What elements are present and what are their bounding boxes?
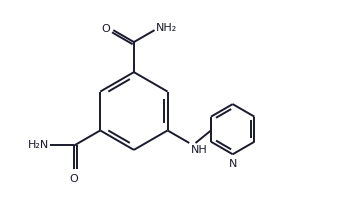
Text: NH₂: NH₂ [156, 23, 177, 33]
Text: O: O [70, 174, 78, 184]
Text: O: O [101, 24, 110, 34]
Text: N: N [228, 159, 237, 169]
Text: NH: NH [191, 145, 207, 155]
Text: H₂N: H₂N [28, 141, 49, 151]
